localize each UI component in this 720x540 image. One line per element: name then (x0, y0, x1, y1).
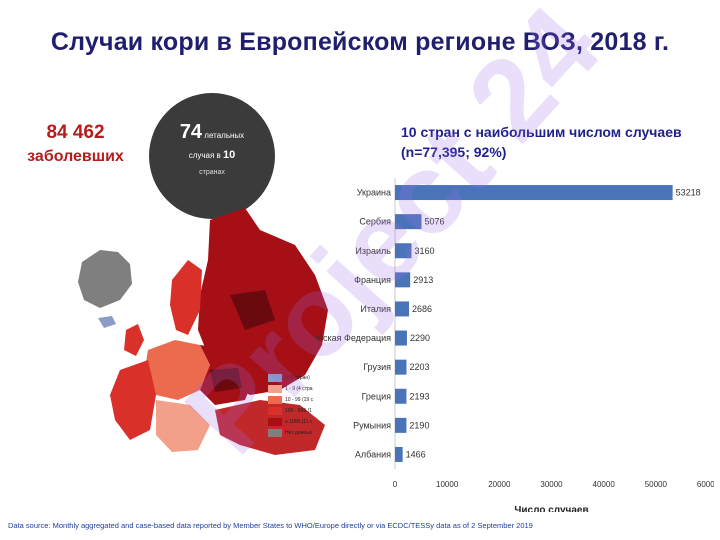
data-label: 5076 (424, 217, 444, 227)
legend-item: ≥ 1000 (11 с (268, 416, 330, 427)
data-label: 2686 (412, 304, 432, 314)
legend-swatch (268, 395, 282, 404)
category-label: Израиль (355, 246, 391, 256)
legend-label: 100 - 999 (1 (285, 407, 312, 414)
data-label: 53218 (676, 188, 701, 198)
bar (395, 446, 403, 462)
category-label: Италия (360, 304, 391, 314)
legend-label: 10 - 99 (19 с (285, 396, 314, 403)
data-source-footnote: Data source: Monthly aggregated and case… (8, 521, 533, 530)
data-label: 1466 (406, 449, 426, 459)
tick-label: 10000 (436, 480, 459, 489)
map-region-greenland (78, 250, 132, 308)
data-label: 3160 (414, 246, 434, 256)
category-label: Греция (362, 391, 392, 401)
bar (395, 185, 673, 201)
bar (395, 243, 412, 259)
bar (395, 388, 407, 404)
legend-item: 100 - 999 (1 (268, 405, 330, 416)
map-region-southern-europe (156, 400, 210, 452)
tick-label: 0 (393, 480, 398, 489)
bar (395, 214, 422, 230)
legend-item: 10 - 99 (19 с (268, 394, 330, 405)
category-label: Российская Федерация (316, 333, 391, 343)
legend-swatch (268, 406, 282, 415)
category-label: Албания (355, 449, 391, 459)
legend-label: Нет данных (285, 429, 313, 436)
legend-swatch (268, 428, 282, 437)
map-region-uk (124, 324, 144, 356)
tick-label: 30000 (540, 480, 563, 489)
deaths-circle: 74 летальных случая в 10 странах (149, 93, 275, 219)
total-cases-label: заболевших (27, 148, 124, 165)
category-label: Румыния (353, 420, 391, 430)
legend-swatch (268, 417, 282, 426)
category-label: Грузия (363, 362, 391, 372)
deaths-number: 74 (179, 121, 203, 143)
bar (395, 301, 410, 317)
map-region-western-europe (110, 360, 156, 440)
x-axis-label: Число случаев (514, 505, 588, 512)
map-region-iceland (98, 316, 116, 328)
europe-map (78, 208, 328, 455)
map-region-highlight (230, 290, 275, 330)
bar (395, 330, 407, 346)
bar (395, 417, 407, 433)
legend-swatch (268, 373, 282, 382)
legend-item: 0 (6 стран) (268, 372, 330, 383)
legend-item: Нет данных (268, 427, 330, 438)
category-label: Франция (354, 275, 391, 285)
data-label: 2190 (409, 420, 429, 430)
tick-label: 20000 (488, 480, 511, 489)
legend-item: 1 - 9 (4 стра (268, 383, 330, 394)
deaths-text-3: странах (199, 169, 225, 176)
map-legend: 0 (6 стран) 1 - 9 (4 стра 10 - 99 (19 с … (268, 372, 330, 438)
tick-label: 40000 (593, 480, 616, 489)
total-cases-value: 84 462 (46, 122, 105, 143)
bar (395, 272, 411, 288)
total-cases: 84 462 заболевших (18, 122, 133, 166)
map-region-central-europe (144, 340, 210, 400)
bar (395, 359, 407, 375)
map-region-highlight (210, 368, 242, 392)
data-label: 2203 (409, 362, 429, 372)
legend-label: 0 (6 стран) (285, 374, 310, 381)
deaths-text-2: случая в (188, 151, 224, 160)
category-label: Сербия (359, 217, 391, 227)
legend-label: ≥ 1000 (11 с (285, 418, 313, 425)
deaths-countries-count: 10 (223, 149, 236, 161)
legend-label: 1 - 9 (4 стра (285, 385, 313, 392)
chart-subtitle: 10 стран с наибольшим числом случаев (n=… (401, 124, 682, 160)
bar-chart: Украина 53218 Сербия 5076 Израиль 3160 Франция… (316, 178, 714, 512)
deaths-text: летальных (202, 131, 245, 140)
legend-swatch (268, 384, 282, 393)
page-title: Случаи кори в Европейском регионе ВОЗ, 2… (50, 28, 670, 56)
data-label: 2193 (409, 391, 429, 401)
map-region-caucasus-central-asia (215, 400, 325, 455)
tick-label: 50000 (645, 480, 668, 489)
data-label: 2913 (413, 275, 433, 285)
map-region-scandinavia (170, 260, 202, 335)
category-label: Украина (357, 188, 391, 198)
data-label: 2290 (410, 333, 430, 343)
tick-label: 60000 (697, 480, 714, 489)
